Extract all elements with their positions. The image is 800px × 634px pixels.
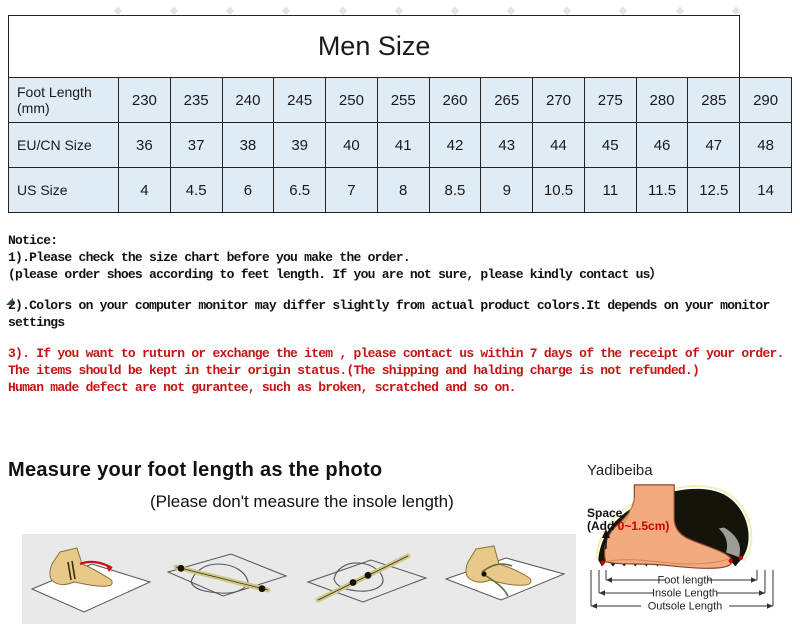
svg-text:Insole Length: Insole Length [652, 588, 718, 600]
svg-text:Foot length: Foot length [657, 575, 712, 587]
svg-text:Outsole Length: Outsole Length [648, 601, 723, 613]
